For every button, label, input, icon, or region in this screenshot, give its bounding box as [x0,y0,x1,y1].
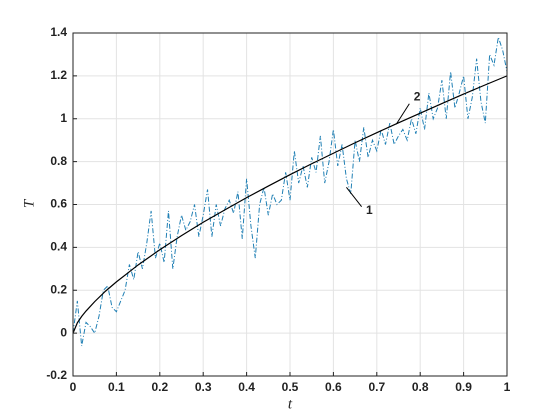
y-tick-label: -0.2 [46,368,67,382]
y-tick-label: 0.8 [50,154,67,168]
y-axis-label: T [21,198,37,208]
y-tick-label: 0.6 [50,197,67,211]
x-axis-label: t [288,396,293,412]
data-line [72,37,508,347]
x-tick-label: 0.9 [455,380,472,394]
x-tick-label: 0.4 [238,380,255,394]
annotation-leader [395,103,410,125]
x-tick-label: 0.5 [282,380,299,394]
data-line [72,75,508,334]
x-tick-label: 0.2 [151,380,168,394]
x-tick-label: 0.3 [195,380,212,394]
x-tick-label: 0.7 [368,380,385,394]
x-tick-label: 1 [504,380,511,394]
annotation-leader [346,187,363,207]
axes-box [72,32,508,377]
y-tick-label: 1.2 [50,68,67,82]
y-tick-label: 1.4 [50,25,67,39]
x-tick-label: 0.1 [108,380,125,394]
annotation-label: 2 [414,89,421,103]
y-tick-label: 0.4 [50,240,67,254]
x-tick-label: 0 [70,380,77,394]
x-tick-label: 0.6 [325,380,342,394]
y-tick-label: 1 [60,111,67,125]
x-tick-label: 0.8 [412,380,429,394]
y-tick-label: 0.2 [50,282,67,296]
annotation-label: 1 [366,203,373,217]
y-tick-label: 0 [60,325,67,339]
